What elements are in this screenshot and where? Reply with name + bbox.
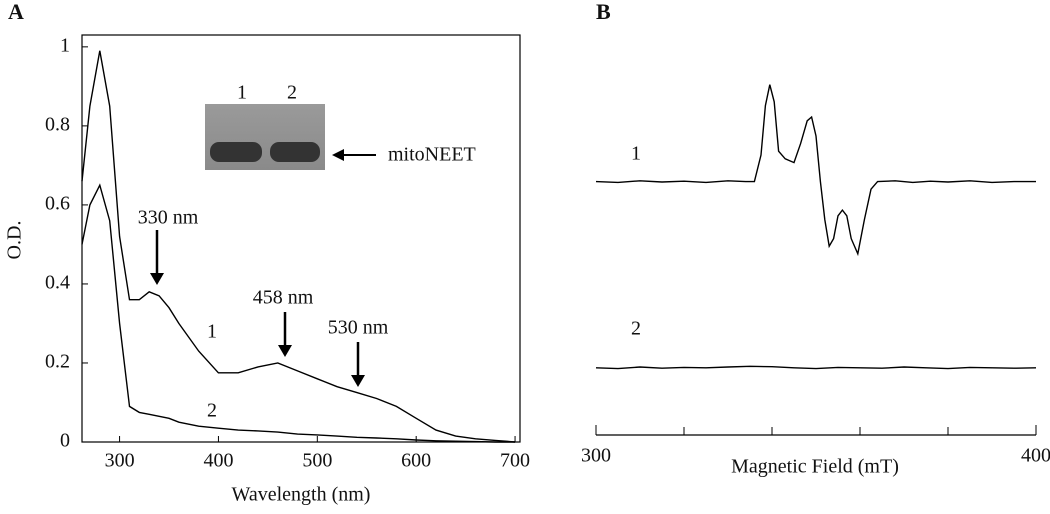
series-label: 1 (207, 321, 217, 343)
x-tick-label: 600 (401, 450, 431, 472)
gel-band (210, 142, 262, 162)
x-tick-label: 300 (581, 445, 611, 467)
x-tick-label: 400 (1021, 445, 1050, 467)
panel-label: B (596, 0, 611, 24)
y-tick-label: 0 (60, 430, 70, 452)
annotation: 458 nm (253, 287, 314, 309)
arrow-head (150, 273, 164, 285)
lane-label: 2 (287, 82, 297, 104)
x-tick-label: 300 (105, 450, 135, 472)
x-tick-label: 700 (500, 450, 530, 472)
panel-label: A (8, 0, 24, 24)
series-label: 1 (631, 143, 641, 165)
plot-frame (81, 34, 521, 443)
y-tick-label: 1 (60, 34, 70, 56)
spectrum-line (81, 183, 516, 443)
y-tick-label: 0.8 (45, 113, 70, 135)
y-tick-label: 0.6 (45, 193, 70, 215)
gel-band (270, 142, 320, 162)
y-tick-label: 0.4 (45, 272, 70, 294)
epr-line (595, 84, 1036, 257)
annotation: 530 nm (328, 317, 389, 339)
spectrum-line (81, 50, 516, 443)
y-axis-label: O.D. (4, 221, 26, 260)
x-tick-label: 500 (302, 450, 332, 472)
band-label: mitoNEET (388, 144, 476, 166)
lane-label: 1 (237, 82, 247, 104)
series-label: 2 (631, 318, 641, 340)
annotation: 330 nm (138, 207, 199, 229)
x-axis-label: Magnetic Field (mT) (731, 456, 899, 478)
epr-line (595, 365, 1037, 370)
series-label: 2 (207, 400, 217, 422)
arrow-head (278, 345, 292, 357)
arrow-head (332, 149, 344, 161)
x-axis-label: Wavelength (nm) (232, 484, 371, 506)
y-tick-label: 0.2 (45, 351, 70, 373)
x-tick-label: 400 (203, 450, 233, 472)
arrow-head (351, 375, 365, 387)
